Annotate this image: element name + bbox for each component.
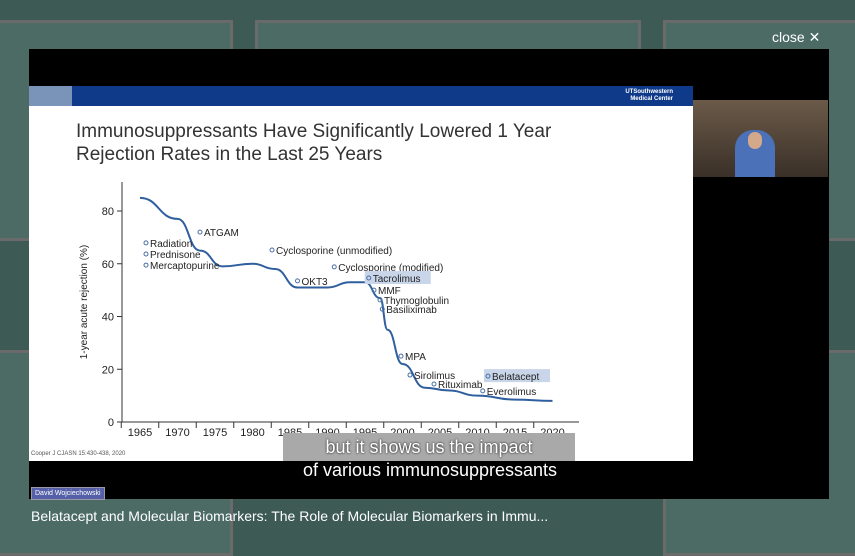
annotation-label: MPA [405, 352, 426, 363]
annotation-marker [480, 388, 486, 394]
slide-header-band: UTSouthwestern Medical Center [29, 86, 693, 106]
presentation-slide: UTSouthwestern Medical Center Immunosuppr… [29, 86, 693, 461]
y-tick-label: 0 [108, 417, 114, 429]
annotation-marker [371, 287, 377, 293]
annotation-label: Cyclosporine (modified) [338, 263, 443, 274]
annotation-marker [197, 229, 203, 235]
annotation-label: Rituximab [438, 380, 483, 391]
annotation-marker [143, 251, 149, 257]
annotation-label: Tacrolimus [373, 274, 421, 285]
y-tick-label: 60 [102, 259, 114, 271]
rejection-curve [139, 196, 553, 402]
annotation-marker [431, 381, 437, 387]
annotation-marker [379, 306, 385, 312]
annotation-marker [398, 353, 404, 359]
y-axis-label: 1-year acute rejection (%) [79, 245, 90, 360]
annotation-label: Belatacept [492, 372, 539, 383]
video-title: Belatacept and Molecular Biomarkers: The… [31, 508, 549, 524]
annotation-marker [407, 372, 413, 378]
citation: Cooper J CJASN 15:430-438, 2020 [31, 451, 126, 457]
annotation-label: Prednisone [150, 250, 201, 261]
annotation-label: Mercaptopurine [150, 261, 220, 272]
annotation-marker [269, 247, 275, 253]
annotation-label: Everolimus [487, 387, 536, 398]
x-tick-label: 1980 [240, 427, 264, 439]
x-tick-label: 1975 [203, 427, 227, 439]
close-button[interactable]: close ✕ [772, 29, 821, 45]
chart: 0204060801965197019751980198519901995200… [79, 182, 579, 439]
annotation-label: Thymoglobulin [384, 296, 449, 307]
caption-line-2: of various immunosuppressants [302, 460, 558, 480]
annotation-marker [366, 275, 372, 281]
annotation-label: MMF [378, 286, 401, 297]
y-tick-label: 20 [102, 364, 114, 376]
annotation-label: OKT3 [302, 277, 329, 288]
annotation-label: Radiation [150, 239, 192, 250]
x-tick-label: 1965 [128, 427, 152, 439]
annotation-label: Basiliximab [386, 305, 437, 316]
annotation-marker [143, 240, 149, 246]
logo: UTSouthwestern Medical Center [625, 89, 673, 102]
annotation-marker [485, 373, 491, 379]
annotation-marker [377, 297, 383, 303]
annotation-label: Sirolimus [414, 371, 455, 382]
caption-line-1: but it shows us the impact [283, 433, 575, 461]
annotation-marker [143, 262, 149, 268]
annotation-label: Cyclosporine (unmodified) [276, 246, 392, 257]
annotation-label: ATGAM [204, 228, 239, 239]
x-tick-label: 1970 [165, 427, 189, 439]
speaker-head [748, 132, 762, 149]
annotation-highlight [484, 369, 550, 383]
annotation-marker [331, 264, 337, 270]
y-tick-label: 80 [102, 206, 114, 218]
speaker-name-badge: David Wojciechowski [31, 487, 105, 500]
slide-title: Immunosuppressants Have Significantly Lo… [76, 121, 552, 165]
annotation-marker [295, 278, 300, 284]
annotation-highlight [364, 270, 431, 284]
y-tick-label: 40 [102, 312, 114, 324]
